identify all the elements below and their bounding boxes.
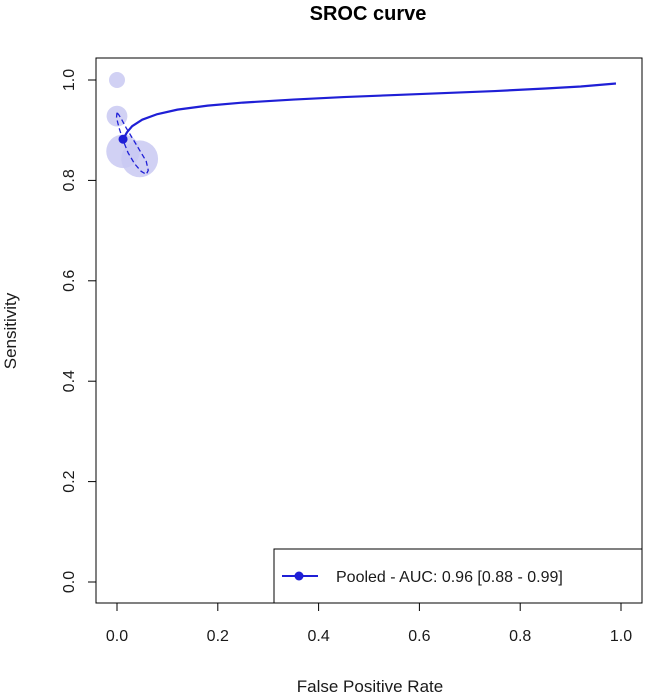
pooled-point xyxy=(118,134,128,144)
confidence-region xyxy=(115,110,149,176)
x-axis: 0.0 0.2 0.4 0.6 0.8 1.0 xyxy=(106,602,632,645)
legend: Pooled - AUC: 0.96 [0.88 - 0.99] xyxy=(273,548,643,604)
y-tick-label: 0.6 xyxy=(61,270,78,292)
chart-title: SROC curve xyxy=(310,3,427,25)
x-axis-title: False Positive Rate xyxy=(297,677,443,696)
y-axis-title: Sensitivity xyxy=(1,292,20,369)
y-tick-label: 0.8 xyxy=(61,169,78,191)
x-tick-label: 0.6 xyxy=(408,628,430,645)
x-tick-label: 0.2 xyxy=(207,628,229,645)
y-tick-label: 0.2 xyxy=(61,470,78,492)
legend-box xyxy=(273,548,643,604)
x-tick-label: 1.0 xyxy=(610,628,632,645)
x-tick-label: 0.4 xyxy=(307,628,329,645)
legend-point-symbol xyxy=(294,571,304,581)
x-tick-label: 0.0 xyxy=(106,628,128,645)
plot-frame xyxy=(95,57,643,604)
y-axis: 0.0 0.2 0.4 0.6 0.8 1.0 xyxy=(61,69,97,593)
y-tick-label: 0.4 xyxy=(61,370,78,392)
x-tick-label: 0.8 xyxy=(509,628,531,645)
y-tick-label: 1.0 xyxy=(61,69,78,91)
y-tick-label: 0.0 xyxy=(61,571,78,593)
legend-entry-pooled: Pooled - AUC: 0.96 [0.88 - 0.99] xyxy=(336,569,563,586)
study-point xyxy=(109,72,125,88)
plot-area xyxy=(106,72,617,178)
study-point xyxy=(121,140,159,178)
sroc-curve-line xyxy=(122,82,617,140)
